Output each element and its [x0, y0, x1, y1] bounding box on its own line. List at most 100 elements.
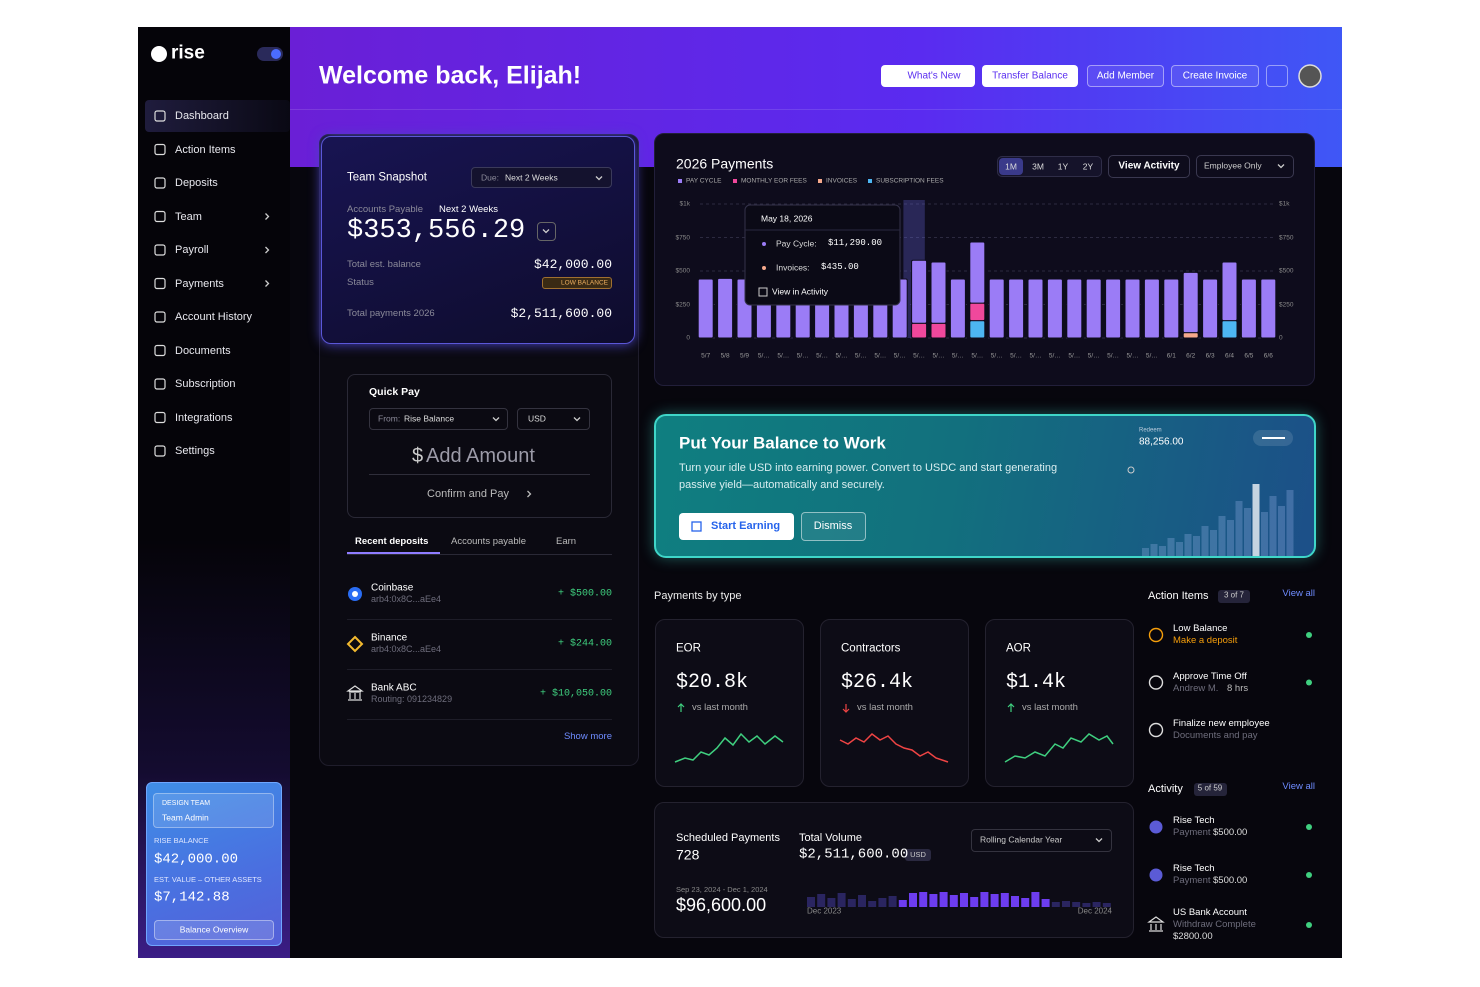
deposit-tab[interactable]: Accounts payable [451, 535, 526, 547]
dismiss-button[interactable] [801, 512, 866, 541]
action-title[interactable]: Finalize new employee [1173, 717, 1270, 729]
nav-item[interactable]: Settings [175, 444, 215, 457]
tooltip-value: $11,290.00 [828, 238, 883, 249]
header-button[interactable] [1087, 65, 1164, 87]
x-tick-label: 5/… [1029, 352, 1042, 360]
nav-item[interactable]: Subscription [175, 377, 236, 390]
header-button[interactable] [982, 65, 1078, 87]
nav-icon [154, 311, 166, 323]
deposit-tab[interactable]: Recent deposits [355, 535, 429, 547]
tooltip-dot [762, 266, 766, 270]
view-all-link[interactable]: View all [1282, 780, 1315, 792]
deposit-detail: arb4:0x8C...aEe4 [371, 644, 442, 655]
decor-bar [847, 899, 856, 907]
external-link-button[interactable] [1266, 65, 1288, 87]
type-name: EOR [676, 642, 701, 655]
type-card [820, 619, 969, 787]
balance-overview-button[interactable] [154, 920, 274, 940]
section-title: Action Items [1148, 589, 1209, 602]
sparkline [674, 732, 784, 763]
action-detail: Andrew M. [1173, 682, 1219, 694]
header-button[interactable] [881, 65, 975, 87]
x-tick-label: 5/… [990, 352, 1003, 360]
count-badge [1194, 783, 1227, 796]
nav-item[interactable]: Account History [175, 310, 253, 323]
deposit-tab[interactable]: Earn [556, 535, 577, 547]
header-button-label[interactable]: Create Invoice [1182, 70, 1248, 82]
action-title[interactable]: Approve Time Off [1173, 670, 1247, 682]
tooltip-link[interactable]: View in Activity [772, 286, 829, 297]
tooltip-value: $435.00 [821, 262, 859, 273]
balance-label: RISE BALANCE [154, 835, 209, 845]
balance-overview-label[interactable]: Balance Overview [179, 924, 249, 935]
currency-select[interactable] [517, 408, 590, 430]
nav-item[interactable]: Integrations [175, 411, 233, 424]
view-activity-button[interactable] [1108, 155, 1190, 178]
x-tick-label: 5/… [757, 352, 770, 360]
range-option[interactable]: 1M [1005, 161, 1017, 172]
nav-item[interactable]: Team [175, 210, 202, 223]
activity-title[interactable]: US Bank Account [1173, 906, 1247, 918]
start-earning-button[interactable] [679, 513, 794, 540]
show-more-link[interactable]: Show more [563, 730, 612, 742]
nav-item[interactable]: Deposits [175, 176, 218, 189]
team-selector[interactable] [153, 793, 274, 828]
x-tick-label: 5/… [1010, 352, 1023, 360]
decor-bar [990, 894, 999, 907]
x-tick-label: 5/… [893, 352, 906, 360]
start-earning-icon [691, 521, 702, 532]
status-dot [1306, 824, 1312, 830]
decor-bar [1278, 506, 1285, 556]
decor-bar [817, 894, 826, 907]
sparkline [1004, 733, 1114, 763]
header-button[interactable] [1171, 65, 1259, 87]
nav-icon [154, 143, 166, 156]
due-select[interactable] [471, 167, 612, 188]
decor-bar [939, 892, 948, 907]
chevron-icon [542, 229, 550, 234]
filter-select[interactable] [1196, 155, 1294, 178]
view-all-link[interactable]: View all [1282, 587, 1315, 599]
range-option[interactable]: 1Y [1057, 161, 1069, 172]
quick-pay-title: Quick Pay [369, 386, 420, 399]
nav-item[interactable]: Documents [175, 344, 231, 357]
activity-amount: $2800.00 [1173, 930, 1213, 942]
from-label: From: [378, 413, 401, 424]
legend-swatch [818, 179, 822, 183]
action-extra: 8 hrs [1227, 682, 1249, 694]
range-option[interactable]: 2Y [1082, 161, 1094, 172]
action-title[interactable]: Low Balance [1173, 622, 1228, 634]
confirm-pay-button[interactable]: Confirm and Pay [427, 487, 509, 500]
total-label: Total payments 2026 [347, 307, 435, 319]
amount-expand[interactable] [537, 222, 556, 241]
nav-item[interactable]: Payroll [175, 243, 209, 256]
nav-item[interactable]: Action Items [175, 143, 236, 156]
header-button-label[interactable]: Transfer Balance [992, 70, 1068, 82]
nav-item[interactable]: Dashboard [175, 109, 229, 122]
bar-segment [1202, 278, 1219, 339]
currency-badge-label: USD [910, 849, 926, 859]
add-amount-input[interactable]: Add Amount [426, 445, 535, 467]
activity-detail: Withdraw Complete [1173, 918, 1256, 930]
deposit-detail: Routing: 091234829 [371, 694, 453, 705]
decor-bar [1021, 898, 1030, 907]
period-select[interactable] [971, 829, 1112, 852]
from-select[interactable] [369, 408, 508, 430]
header-divider [290, 109, 1342, 110]
dismiss-label[interactable]: Dismiss [813, 519, 853, 532]
header-button-label[interactable]: Add Member [1096, 70, 1155, 82]
bar-segment [930, 261, 947, 324]
activity-title[interactable]: Rise Tech [1173, 814, 1215, 826]
activity-title[interactable]: Rise Tech [1173, 862, 1215, 874]
x-tick-label: 5/7 [701, 352, 711, 360]
range-option[interactable]: 3M [1032, 161, 1044, 172]
header-button-label[interactable]: What's New [907, 70, 961, 82]
legend-label: MONTHLY EOR FEES [741, 177, 807, 185]
nav-item[interactable]: Payments [175, 277, 224, 290]
y-tick-label-right: 0 [1279, 334, 1283, 342]
chevron-icon [527, 490, 532, 498]
type-amount: $20.8k [676, 671, 749, 694]
avatar [1298, 64, 1322, 88]
start-earning-label[interactable]: Start Earning [711, 519, 781, 532]
view-activity-label[interactable]: View Activity [1118, 160, 1180, 172]
